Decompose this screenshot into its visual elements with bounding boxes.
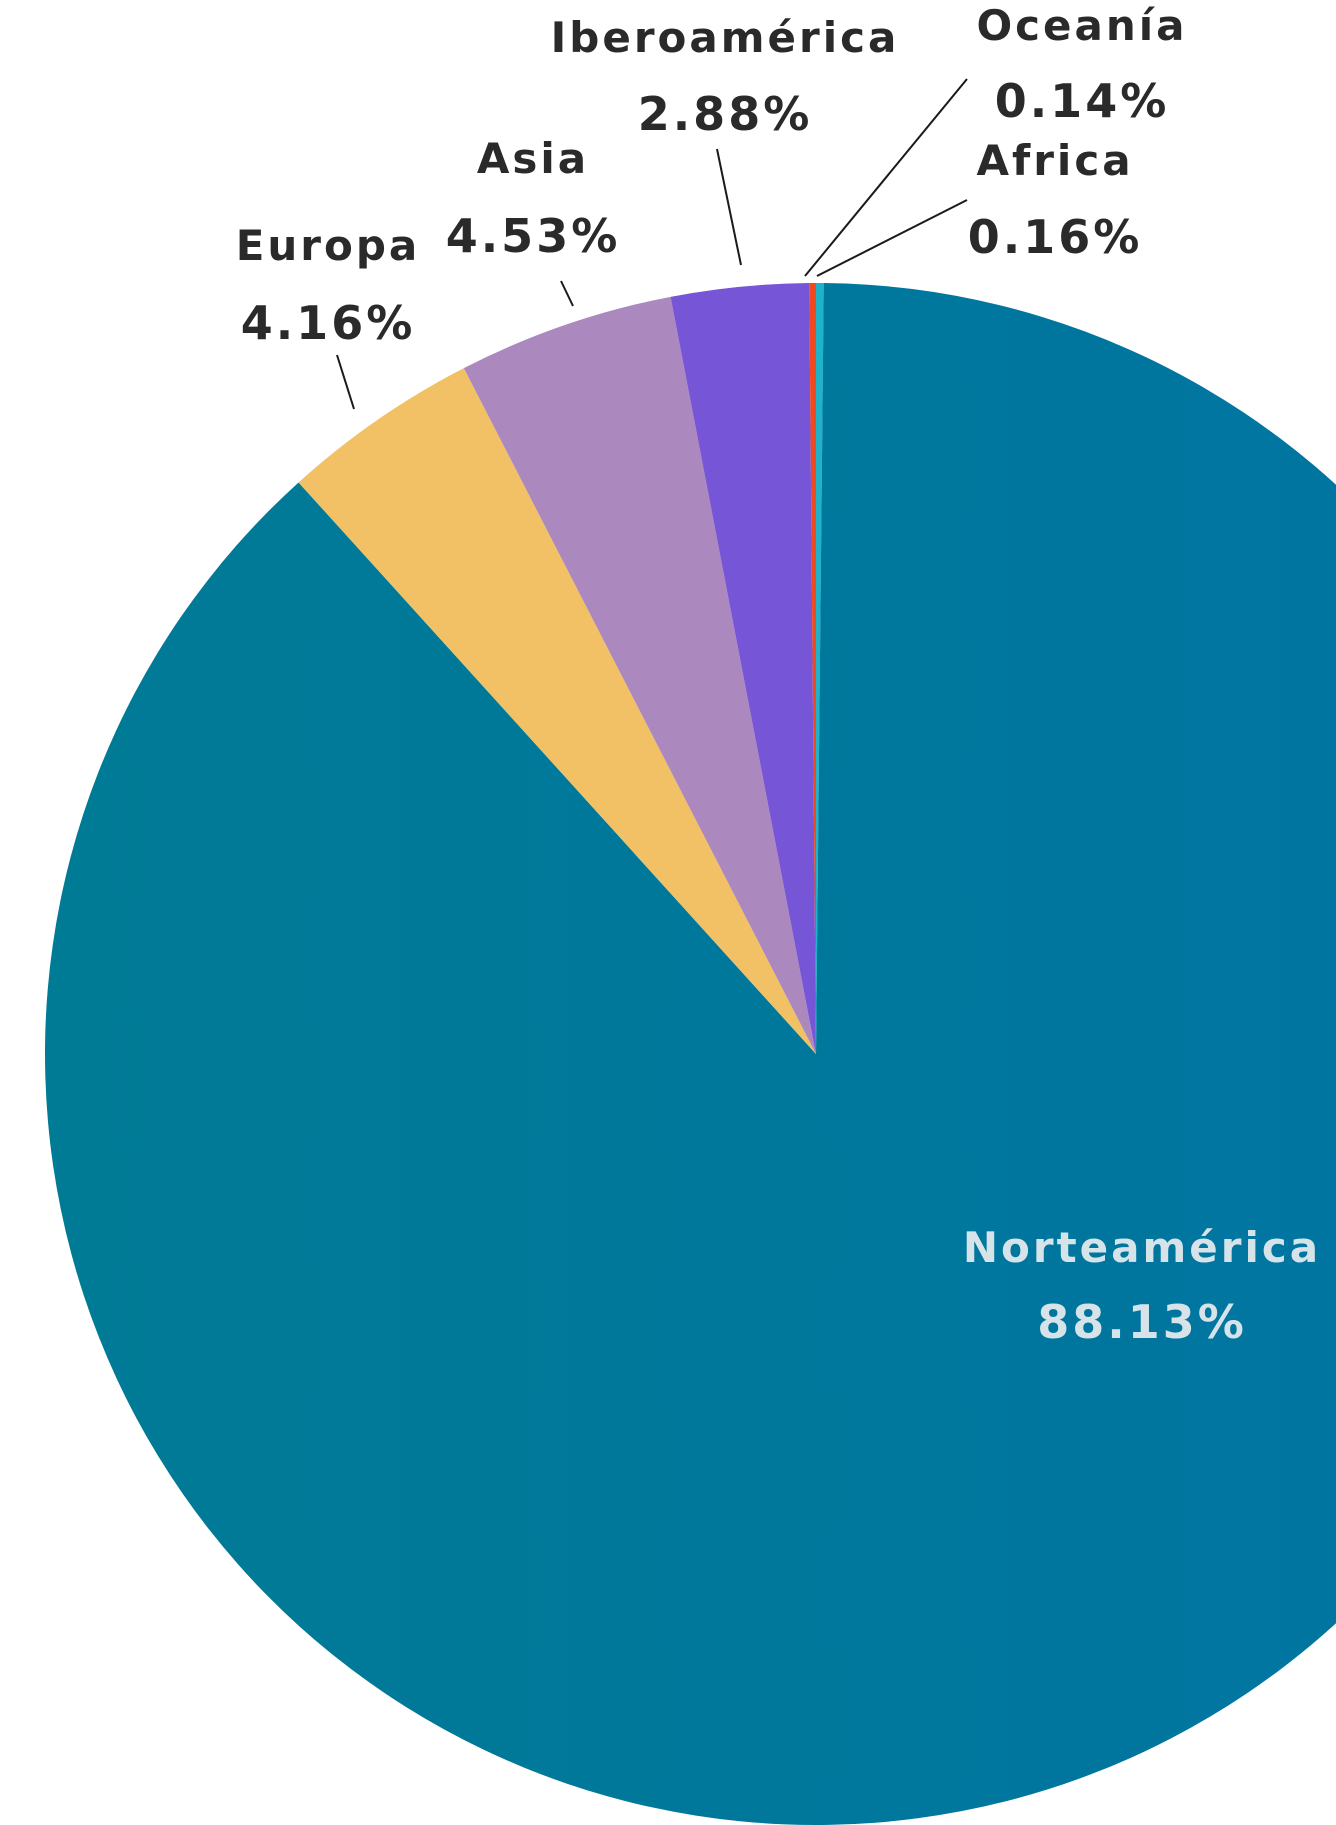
- slice-value-norteamerica: 88.13%: [1037, 1295, 1247, 1349]
- pie-slice-iberoamerica: [670, 283, 816, 1055]
- pie-slice-norteamerica: [45, 283, 1336, 1825]
- slice-label-asia: Asia: [477, 134, 589, 183]
- leader-line-iberoamerica: [716, 148, 742, 266]
- slice-value-asia: 4.53%: [446, 209, 621, 263]
- slice-labels: Norteamérica 88.13% Europa 4.16% Asia 4.53% Ib…: [236, 1, 1321, 1349]
- pie-slice-oceania: [809, 283, 816, 1054]
- slice-label-iberoamerica: Iberoamérica: [551, 13, 900, 62]
- pie-slices: [45, 283, 1336, 1825]
- leader-line-africa: [816, 199, 968, 277]
- slice-label-oceania: Oceanía: [976, 1, 1187, 50]
- pie-slice-asia: [463, 296, 816, 1054]
- leader-line-europa: [336, 354, 355, 410]
- slice-value-oceania: 0.14%: [995, 74, 1170, 128]
- slice-label-norteamerica: Norteamérica: [963, 1223, 1321, 1272]
- pie-slice-africa: [816, 283, 824, 1054]
- slice-label-europa: Europa: [236, 221, 421, 270]
- leader-lines: [336, 78, 968, 410]
- slice-value-europa: 4.16%: [241, 296, 416, 350]
- leader-line-asia: [560, 280, 574, 307]
- slice-value-iberoamerica: 2.88%: [638, 87, 813, 141]
- leader-line-oceania: [804, 78, 968, 277]
- slice-value-africa: 0.16%: [968, 210, 1143, 264]
- slice-label-africa: Africa: [976, 136, 1133, 185]
- pie-slice-europa: [298, 368, 816, 1055]
